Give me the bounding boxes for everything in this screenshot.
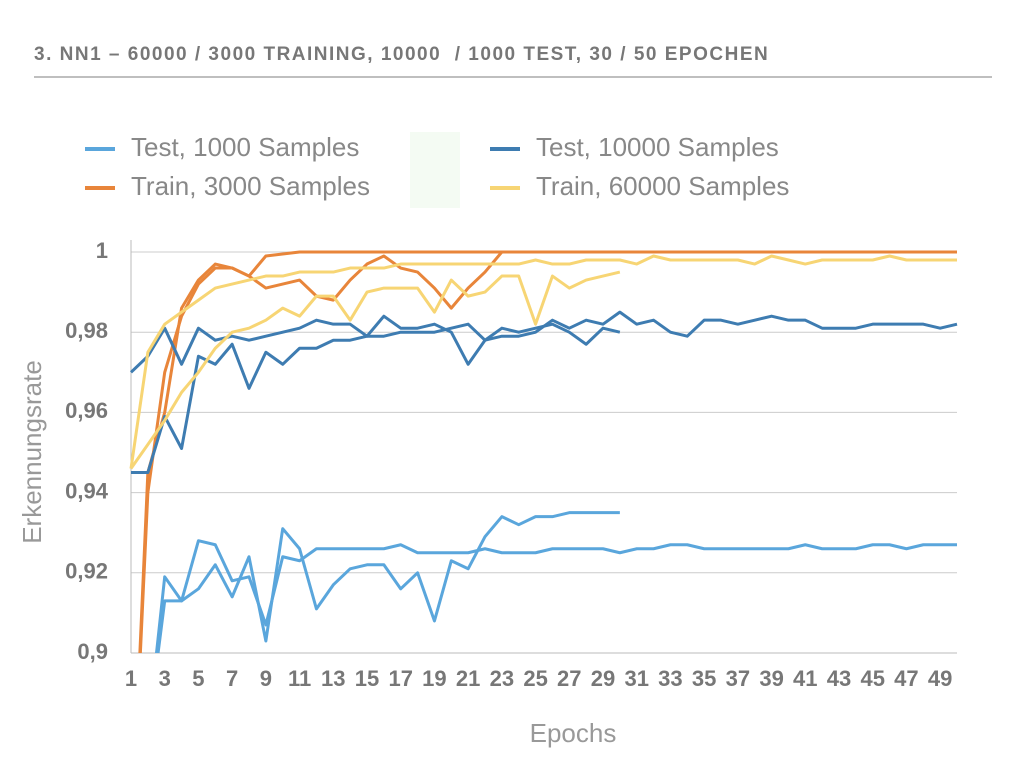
y-axis-label: Erkennungsrate [17, 360, 47, 544]
x-axis-label: Epochs [530, 718, 617, 748]
x-tick-label: 25 [523, 666, 547, 691]
x-tick-label: 41 [793, 666, 817, 691]
x-tick-label: 27 [557, 666, 581, 691]
x-tick-label: 13 [321, 666, 345, 691]
legend-label: Train, 3000 Samples [131, 171, 370, 201]
x-tick-label: 7 [226, 666, 238, 691]
x-tick-label: 3 [159, 666, 171, 691]
legend: Test, 1000 Samples Train, 3000 Samples Tes… [85, 132, 789, 201]
x-tick-label: 1 [125, 666, 137, 691]
data-line [154, 539, 957, 653]
data-line [129, 310, 958, 374]
data-line [129, 270, 621, 470]
x-tick-label: 23 [490, 666, 514, 691]
x-tick-label: 19 [422, 666, 446, 691]
x-tick-label: 15 [355, 666, 379, 691]
x-tick-label: 5 [192, 666, 204, 691]
x-tick-label: 29 [591, 666, 615, 691]
y-tick-label: 0,98 [65, 318, 108, 343]
y-tick-label: 0,96 [65, 398, 108, 423]
y-tick-label: 0,94 [65, 478, 109, 503]
x-tick-label: 21 [456, 666, 480, 691]
y-tick-label: 0,9 [77, 639, 108, 664]
x-tick-label: 9 [260, 666, 272, 691]
legend-label: Test, 1000 Samples [131, 132, 359, 162]
x-tick-label: 39 [759, 666, 783, 691]
data-line [129, 254, 957, 469]
slide-title: 3. NN1 – 60000 / 3000 TRAINING, 10000 / … [34, 44, 769, 65]
x-tick-label: 45 [860, 666, 884, 691]
y-tick-label: 1 [96, 238, 108, 263]
x-tick-label: 49 [928, 666, 952, 691]
data-line [138, 250, 957, 653]
x-tick-label: 35 [692, 666, 716, 691]
x-tick-label: 17 [388, 666, 412, 691]
data-line [131, 322, 621, 475]
legend-label: Test, 10000 Samples [536, 132, 779, 162]
x-tick-label: 11 [288, 666, 311, 691]
x-tick-label: 37 [726, 666, 750, 691]
x-tick-label: 31 [624, 666, 648, 691]
x-tick-label: 47 [894, 666, 918, 691]
plot-area [129, 250, 958, 653]
legend-label: Train, 60000 Samples [536, 171, 789, 201]
legend-spacer [410, 132, 460, 208]
y-tick-label: 0,92 [65, 559, 108, 584]
x-tick-label: 33 [658, 666, 682, 691]
x-tick-label: 43 [827, 666, 851, 691]
data-line [156, 511, 620, 653]
